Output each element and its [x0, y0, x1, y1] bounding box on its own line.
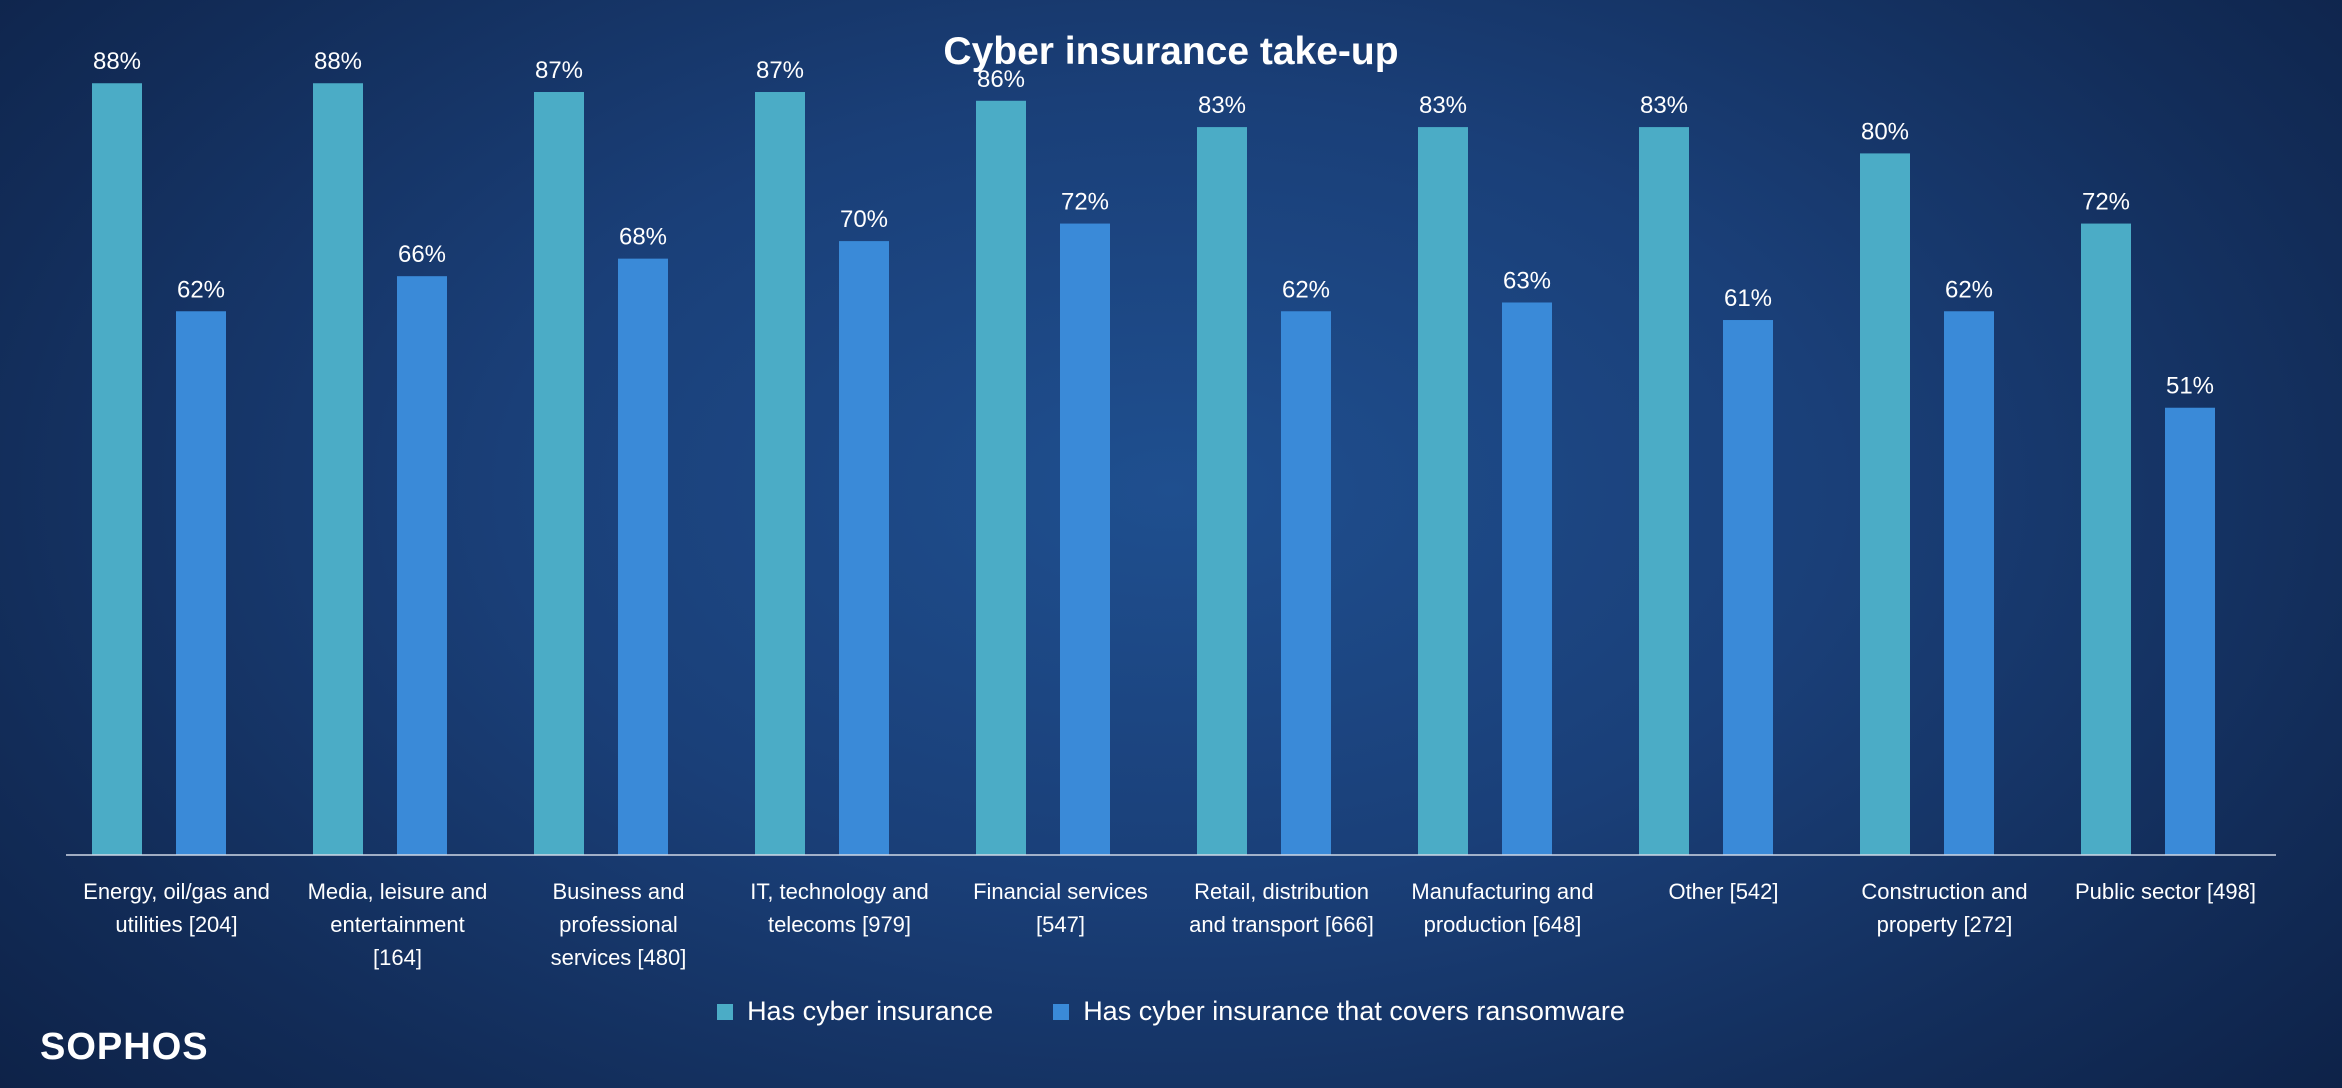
category-label-9: Public sector [498] [2075, 879, 2256, 904]
bar-has-insurance-9 [2081, 223, 2131, 855]
category-label-4: Financial services [547] [973, 879, 1148, 937]
data-label-covers-ransomware-4: 72% [1061, 189, 1109, 216]
data-label-covers-ransomware-6: 63% [1503, 267, 1551, 294]
legend-label-covers-ransomware: Has cyber insurance that covers ransomwa… [1083, 996, 1625, 1026]
legend-item-has-insurance: Has cyber insurance [717, 996, 993, 1027]
data-label-covers-ransomware-7: 61% [1724, 285, 1772, 312]
bar-covers-ransomware-4 [1060, 223, 1110, 855]
data-label-covers-ransomware-2: 68% [619, 224, 667, 251]
category-label-0: Energy, oil/gas and utilities [204] [83, 879, 270, 937]
bar-has-insurance-7 [1639, 127, 1689, 856]
bar-has-insurance-2 [534, 92, 584, 855]
legend-swatch-has-insurance [717, 1003, 734, 1020]
data-label-has-insurance-2: 87% [535, 57, 583, 84]
bar-covers-ransomware-0 [176, 311, 226, 855]
legend-swatch-covers-ransomware [1053, 1003, 1070, 1020]
data-label-has-insurance-6: 83% [1419, 92, 1467, 119]
bar-has-insurance-5 [1197, 127, 1247, 856]
category-label-8: Construction and property [272] [1861, 879, 2027, 937]
bar-covers-ransomware-8 [1944, 311, 1994, 855]
data-label-covers-ransomware-3: 70% [840, 206, 888, 233]
data-label-covers-ransomware-8: 62% [1945, 276, 1993, 303]
category-label-6: Manufacturing and production [648] [1411, 879, 1593, 937]
bar-covers-ransomware-3 [839, 241, 889, 856]
bar-has-insurance-3 [755, 92, 805, 855]
data-label-has-insurance-1: 88% [314, 48, 362, 75]
bar-covers-ransomware-1 [397, 276, 447, 855]
data-label-covers-ransomware-9: 51% [2166, 373, 2214, 400]
data-label-covers-ransomware-0: 62% [177, 276, 225, 303]
category-label-7: Other [542] [1668, 879, 1778, 904]
data-label-has-insurance-0: 88% [93, 48, 141, 75]
bar-covers-ransomware-7 [1723, 320, 1773, 855]
category-label-1: Media, leisure and entertainment [164] [308, 879, 488, 970]
data-label-has-insurance-5: 83% [1198, 92, 1246, 119]
bar-has-insurance-0 [92, 83, 142, 856]
bar-covers-ransomware-6 [1502, 302, 1552, 855]
data-label-has-insurance-9: 72% [2082, 189, 2130, 216]
category-label-3: IT, technology and telecoms [979] [750, 879, 929, 937]
data-label-covers-ransomware-1: 66% [398, 241, 446, 268]
legend-item-covers-ransomware: Has cyber insurance that covers ransomwa… [1053, 996, 1625, 1027]
bar-covers-ransomware-5 [1281, 311, 1331, 855]
bar-has-insurance-4 [976, 100, 1026, 855]
data-label-covers-ransomware-5: 62% [1282, 276, 1330, 303]
sophos-logo: SOPHOS [40, 1026, 209, 1068]
chart-title: Cyber insurance take-up [943, 30, 1399, 73]
legend-label-has-insurance: Has cyber insurance [747, 996, 994, 1026]
bar-has-insurance-6 [1418, 127, 1468, 856]
category-label-2: Business and professional services [480] [551, 879, 687, 970]
data-label-has-insurance-4: 86% [977, 66, 1025, 93]
bar-has-insurance-8 [1860, 153, 1910, 855]
bar-has-insurance-1 [313, 83, 363, 856]
category-label-5: Retail, distribution and transport [666] [1189, 879, 1374, 937]
data-label-has-insurance-8: 80% [1861, 118, 1909, 145]
bar-covers-ransomware-9 [2165, 407, 2215, 855]
data-label-has-insurance-3: 87% [756, 57, 804, 84]
bar-covers-ransomware-2 [618, 258, 668, 855]
data-label-has-insurance-7: 83% [1640, 92, 1688, 119]
legend: Has cyber insurance Has cyber insurance … [0, 996, 2342, 1027]
